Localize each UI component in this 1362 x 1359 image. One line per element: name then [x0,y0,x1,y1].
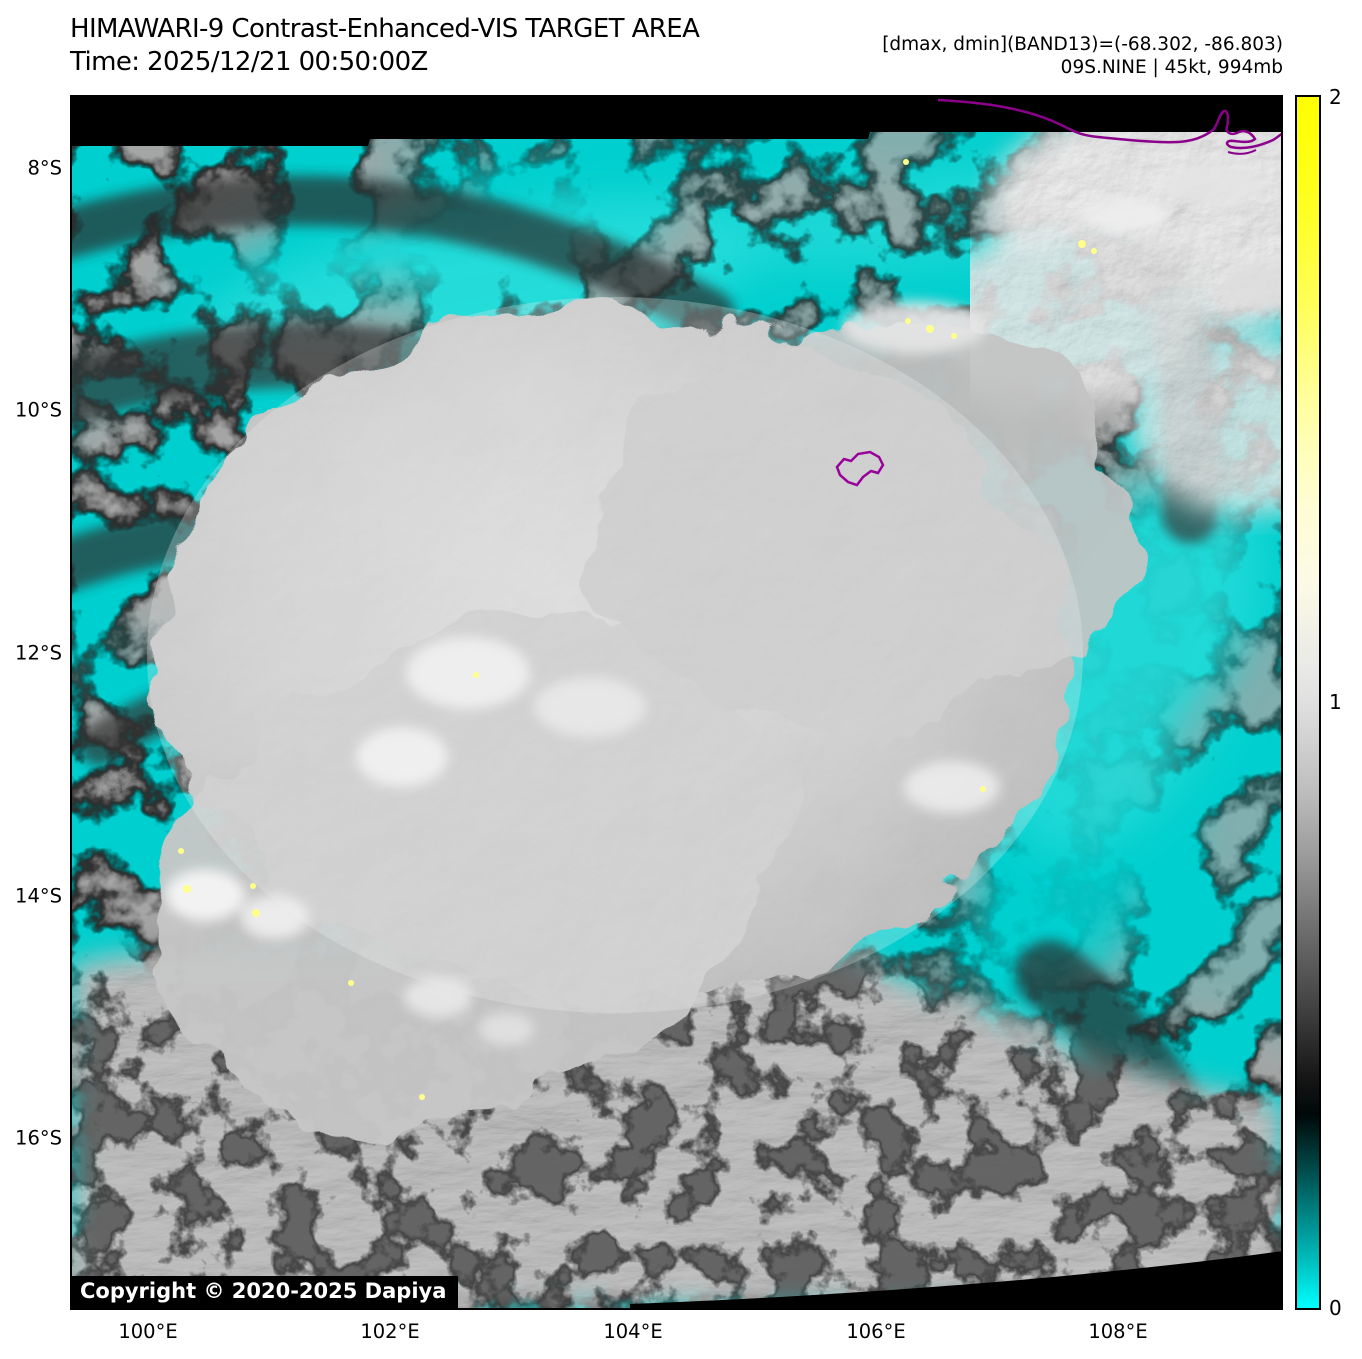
storm-central-dense-overcast [147,159,1135,1128]
satellite-image: Copyright © 2020-2025 Dapiya [70,95,1283,1310]
northeast-bright-cells [1083,165,1283,309]
lon-label-104e: 104°E [603,1320,663,1343]
info-line-1: [dmax, dmin](BAND13)=(-68.302, -86.803) [882,34,1283,55]
colorbar-tick-2: 2 [1329,85,1342,109]
lat-label-14s: 14°S [15,884,62,908]
island-outline [835,450,885,487]
satellite-scene [70,95,1283,1310]
lat-label-16s: 16°S [15,1126,62,1150]
lon-label-106e: 106°E [846,1320,906,1343]
coastline-java [937,98,1283,155]
storm-bright-convective-cells [165,301,1000,1046]
lat-label-12s: 12°S [15,641,62,665]
colorbar [1295,95,1321,1310]
colorbar-tick-1: 1 [1329,690,1342,714]
plot-title: HIMAWARI-9 Contrast-Enhanced-VIS TARGET … [70,13,700,79]
title-line-1: HIMAWARI-9 Contrast-Enhanced-VIS TARGET … [70,14,700,44]
colorbar-tick-0: 0 [1329,1296,1342,1320]
lat-label-10s: 10°S [15,398,62,422]
title-line-2: Time: 2025/12/21 00:50:00Z [70,47,428,77]
storm-info: [dmax, dmin](BAND13)=(-68.302, -86.803) … [882,33,1283,79]
copyright-overlay: Copyright © 2020-2025 Dapiya [72,1276,459,1308]
lon-label-108e: 108°E [1088,1320,1148,1343]
lon-label-102e: 102°E [360,1320,420,1343]
lon-label-100e: 100°E [118,1320,178,1343]
info-line-2: 09S.NINE | 45kt, 994mb [1060,57,1283,78]
scan-edge-top [70,95,1283,146]
lat-label-8s: 8°S [27,156,62,180]
overshooting-tops-yellow-specks [178,159,1097,1100]
scan-edge-bottom-right [630,1251,1283,1310]
